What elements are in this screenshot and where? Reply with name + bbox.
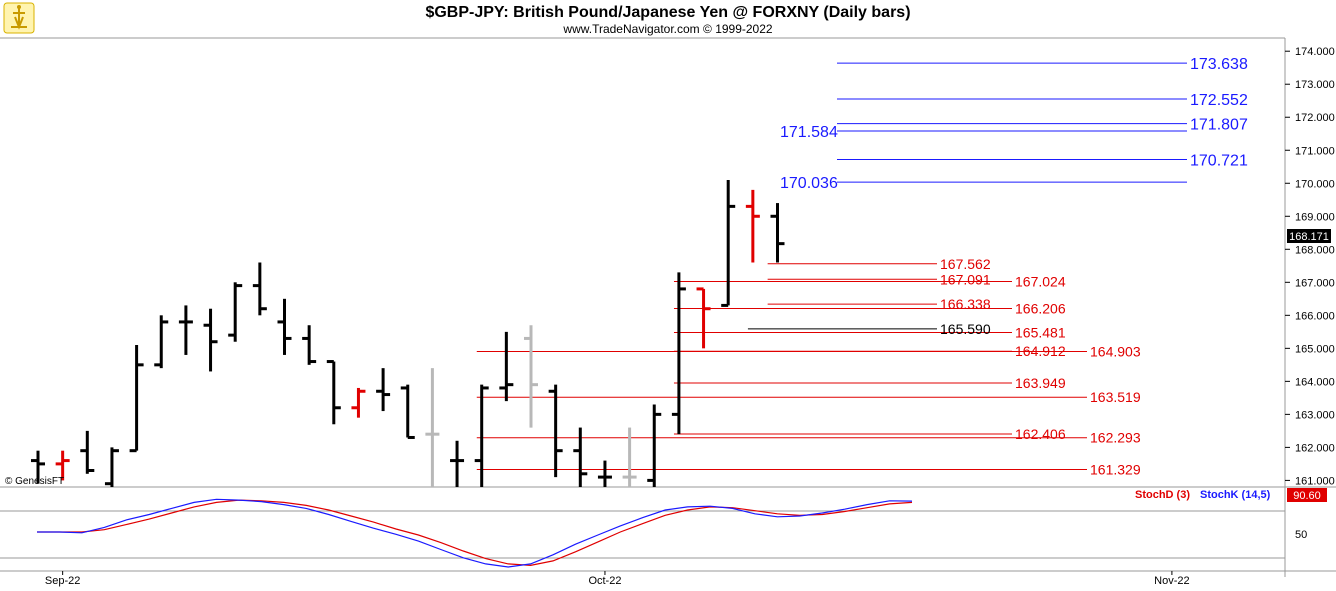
ohlc-bar <box>770 203 785 263</box>
ohlc-bar <box>154 315 169 369</box>
blue-level-label: 173.638 <box>1190 56 1248 73</box>
watermark: © GenesisFT <box>5 476 64 487</box>
red-level-label: 162.406 <box>1015 426 1066 442</box>
ohlc-bar <box>622 427 637 487</box>
red-level-label: 163.949 <box>1015 375 1066 391</box>
stoch-value-badge: 90.60 <box>1287 488 1327 502</box>
y-tick-label: 172.000 <box>1295 112 1335 124</box>
ohlc-bar <box>548 384 563 478</box>
ohlc-bar <box>228 282 243 342</box>
y-tick-label: 163.000 <box>1295 409 1335 421</box>
y-tick-label: 164.000 <box>1295 376 1335 388</box>
ohlc-bar <box>597 460 612 487</box>
red-level-label: 167.562 <box>940 256 991 272</box>
ohlc-bar <box>474 384 489 487</box>
last-price-badge: 168.171 <box>1287 229 1331 243</box>
blue-level-label: 172.552 <box>1190 92 1248 109</box>
blue-level-label: 171.807 <box>1190 117 1248 134</box>
blue-level-label: 170.721 <box>1190 152 1248 169</box>
stoch-d-line <box>37 499 913 567</box>
stochastic-panel <box>37 498 913 568</box>
stoch-value-badge-label: 90.60 <box>1293 490 1321 502</box>
x-tick-label: Oct-22 <box>588 575 621 587</box>
ohlc-bar <box>104 447 119 487</box>
ohlc-bar <box>277 298 292 355</box>
chart-subtitle: www.TradeNavigator.com © 1999-2022 <box>562 22 772 36</box>
bars-layer <box>31 179 785 487</box>
ohlc-bar <box>524 325 538 428</box>
y-tick-label: 162.000 <box>1295 442 1335 454</box>
stoch-legend-k: StochK (14,5) <box>1200 489 1271 501</box>
red-level-label: 161.329 <box>1090 462 1141 478</box>
ohlc-bar <box>80 430 95 474</box>
ohlc-bar <box>178 305 193 355</box>
stoch-legend-d: StochD (3) <box>1135 489 1190 501</box>
ohlc-bar <box>573 427 588 487</box>
x-tick-label: Nov-22 <box>1154 575 1189 587</box>
stoch-k-line <box>37 498 913 568</box>
ohlc-bar <box>745 189 760 263</box>
ohlc-bar <box>450 440 465 487</box>
ohlc-bar <box>425 368 440 487</box>
ohlc-bar <box>499 331 514 402</box>
blue-level-label: 170.036 <box>780 175 838 192</box>
ohlc-bar <box>31 450 45 484</box>
y-tick-label: 173.000 <box>1295 79 1335 91</box>
stoch-tick-50: 50 <box>1295 529 1307 541</box>
y-tick-label: 174.000 <box>1295 46 1335 58</box>
chart-title: $GBP-JPY: British Pound/Japanese Yen @ F… <box>425 4 910 21</box>
ohlc-bar <box>671 272 686 435</box>
logo-icon <box>3 2 35 34</box>
ohlc-bar <box>351 387 366 418</box>
black-level-label: 165.590 <box>940 321 991 337</box>
x-axis-ticks: Sep-22 Oct-22 Nov-22 <box>45 571 1190 587</box>
last-price-badge-label: 168.171 <box>1289 231 1329 243</box>
blue-level-label: 171.584 <box>780 124 838 141</box>
red-level-label: 165.481 <box>1015 324 1066 340</box>
red-level-label: 163.519 <box>1090 389 1141 405</box>
red-level-label: 164.903 <box>1090 344 1141 360</box>
y-tick-label: 166.000 <box>1295 310 1335 322</box>
ohlc-bar <box>647 404 662 487</box>
ohlc-bar <box>302 325 317 365</box>
red-level-label: 167.091 <box>940 271 991 287</box>
y-tick-label: 167.000 <box>1295 277 1335 289</box>
ohlc-bar <box>55 450 70 481</box>
y-axis-ticks: 174.000 173.000 172.000 171.000 170.000 169.0… <box>1285 46 1335 487</box>
ohlc-bar <box>400 384 415 439</box>
levels-layer: 173.638 172.552 171.807 171.584 170.721 170.0… <box>476 56 1248 478</box>
ohlc-bar <box>129 345 144 453</box>
ohlc-bar <box>376 368 391 412</box>
x-tick-label: Sep-22 <box>45 575 80 587</box>
y-tick-label: 161.000 <box>1295 475 1335 487</box>
y-tick-label: 169.000 <box>1295 211 1335 223</box>
ohlc-bar <box>252 262 267 316</box>
y-tick-label: 170.000 <box>1295 178 1335 190</box>
red-level-label: 166.206 <box>1015 301 1066 317</box>
y-tick-label: 171.000 <box>1295 145 1335 157</box>
y-tick-label: 165.000 <box>1295 343 1335 355</box>
red-level-label: 166.338 <box>940 296 991 312</box>
ohlc-bar <box>696 287 711 349</box>
red-level-label: 162.293 <box>1090 430 1141 446</box>
ohlc-bar <box>721 179 736 307</box>
ohlc-bar <box>326 360 341 425</box>
red-level-label: 167.024 <box>1015 274 1066 290</box>
ohlc-bar <box>203 308 218 372</box>
y-tick-label: 168.000 <box>1295 244 1335 256</box>
